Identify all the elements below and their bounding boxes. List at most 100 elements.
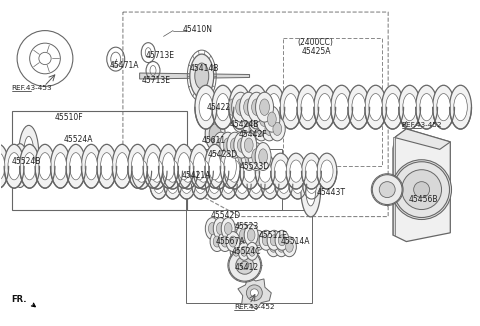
Ellipse shape	[216, 138, 225, 152]
Ellipse shape	[243, 160, 256, 182]
Ellipse shape	[246, 85, 268, 129]
Text: 45567A: 45567A	[215, 237, 245, 246]
Ellipse shape	[286, 241, 293, 252]
Ellipse shape	[195, 63, 209, 89]
Ellipse shape	[245, 149, 253, 164]
Ellipse shape	[97, 144, 117, 188]
Text: 45524C: 45524C	[231, 247, 261, 256]
Ellipse shape	[282, 237, 296, 257]
Ellipse shape	[278, 175, 289, 193]
Ellipse shape	[174, 144, 194, 188]
Text: 45423D: 45423D	[207, 150, 238, 159]
Ellipse shape	[240, 106, 256, 132]
Ellipse shape	[416, 85, 438, 129]
Ellipse shape	[248, 142, 264, 170]
Ellipse shape	[251, 175, 262, 193]
Ellipse shape	[19, 126, 39, 181]
Ellipse shape	[257, 122, 266, 136]
Ellipse shape	[197, 160, 210, 182]
Ellipse shape	[128, 144, 147, 188]
Ellipse shape	[66, 144, 86, 188]
Ellipse shape	[234, 142, 250, 170]
Ellipse shape	[195, 85, 217, 129]
Ellipse shape	[147, 153, 159, 180]
Ellipse shape	[132, 153, 144, 180]
Ellipse shape	[205, 169, 223, 199]
Ellipse shape	[81, 144, 101, 188]
Ellipse shape	[158, 144, 179, 188]
Ellipse shape	[335, 94, 348, 121]
Ellipse shape	[193, 153, 205, 180]
Ellipse shape	[386, 94, 399, 121]
Ellipse shape	[252, 99, 262, 115]
Ellipse shape	[261, 117, 277, 141]
Ellipse shape	[162, 153, 175, 180]
Ellipse shape	[280, 85, 302, 129]
Text: 45542D: 45542D	[210, 211, 240, 220]
Ellipse shape	[209, 153, 221, 180]
Ellipse shape	[254, 235, 262, 246]
Ellipse shape	[24, 153, 36, 180]
Ellipse shape	[50, 144, 71, 188]
Ellipse shape	[331, 85, 353, 129]
Ellipse shape	[167, 160, 179, 182]
Ellipse shape	[414, 182, 430, 198]
Ellipse shape	[244, 138, 253, 152]
Ellipse shape	[236, 112, 244, 126]
Ellipse shape	[275, 160, 287, 182]
Ellipse shape	[306, 172, 316, 206]
Ellipse shape	[264, 175, 276, 193]
Ellipse shape	[224, 92, 241, 122]
Ellipse shape	[256, 106, 272, 132]
Ellipse shape	[150, 169, 168, 199]
Ellipse shape	[244, 99, 253, 115]
Ellipse shape	[259, 149, 267, 164]
Ellipse shape	[236, 256, 254, 274]
Ellipse shape	[181, 175, 192, 193]
Ellipse shape	[241, 142, 257, 170]
Ellipse shape	[147, 153, 167, 189]
Ellipse shape	[229, 85, 251, 129]
Text: 45456B: 45456B	[408, 195, 438, 204]
Ellipse shape	[290, 160, 302, 182]
Ellipse shape	[255, 153, 275, 189]
Ellipse shape	[238, 242, 250, 260]
Text: 45424B: 45424B	[229, 120, 259, 128]
Ellipse shape	[236, 224, 250, 246]
Ellipse shape	[238, 149, 247, 164]
Ellipse shape	[220, 132, 236, 158]
Text: (2400CC): (2400CC)	[297, 38, 333, 47]
Ellipse shape	[233, 169, 251, 199]
Text: 45422: 45422	[206, 103, 231, 112]
Ellipse shape	[233, 94, 247, 121]
Ellipse shape	[164, 169, 181, 199]
Ellipse shape	[301, 94, 314, 121]
Ellipse shape	[437, 94, 450, 121]
Text: 45524B: 45524B	[12, 157, 41, 166]
Text: 45524A: 45524A	[64, 135, 94, 144]
Polygon shape	[393, 137, 396, 235]
Ellipse shape	[143, 144, 163, 188]
Ellipse shape	[39, 153, 51, 180]
Ellipse shape	[216, 92, 234, 122]
Ellipse shape	[247, 169, 265, 199]
Ellipse shape	[212, 85, 234, 129]
Ellipse shape	[241, 261, 249, 269]
Ellipse shape	[352, 94, 365, 121]
Ellipse shape	[205, 218, 219, 240]
Polygon shape	[393, 129, 450, 242]
Ellipse shape	[265, 122, 274, 136]
Ellipse shape	[245, 117, 261, 141]
Ellipse shape	[249, 246, 255, 256]
Ellipse shape	[240, 229, 247, 241]
Ellipse shape	[228, 224, 242, 246]
Ellipse shape	[286, 153, 306, 189]
Ellipse shape	[243, 112, 252, 126]
Ellipse shape	[209, 153, 229, 189]
Ellipse shape	[229, 249, 261, 281]
Ellipse shape	[399, 85, 420, 129]
Ellipse shape	[277, 241, 285, 252]
Ellipse shape	[224, 153, 244, 189]
Text: 45443T: 45443T	[316, 188, 346, 197]
Ellipse shape	[267, 112, 276, 126]
